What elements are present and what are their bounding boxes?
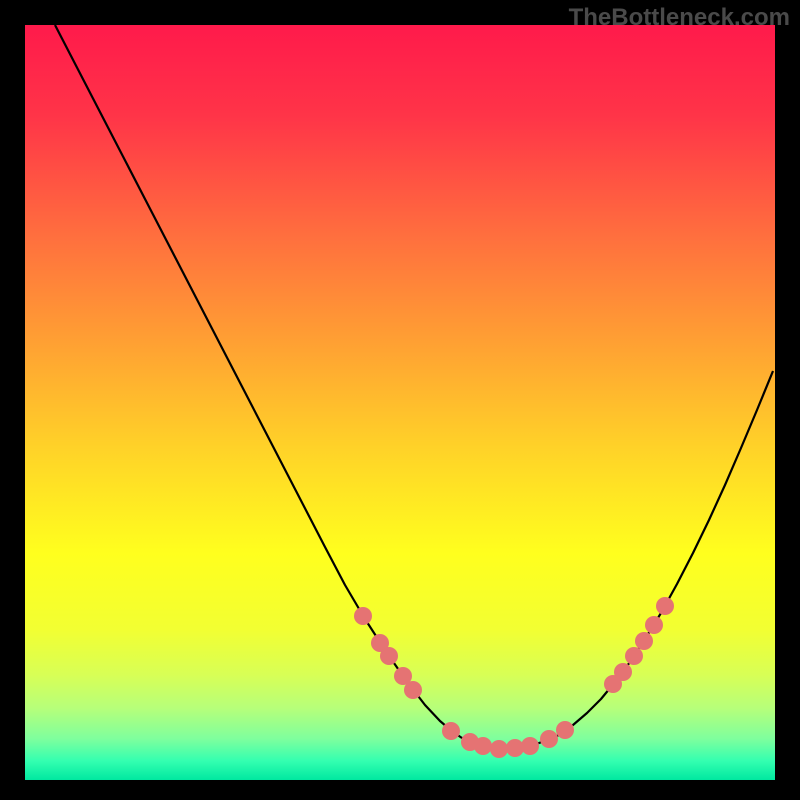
scatter-point	[442, 722, 460, 740]
scatter-point	[656, 597, 674, 615]
scatter-point	[354, 607, 372, 625]
scatter-point	[380, 647, 398, 665]
scatter-point	[635, 632, 653, 650]
scatter-point	[474, 737, 492, 755]
scatter-point	[490, 740, 508, 758]
gradient-background	[25, 25, 775, 780]
scatter-point	[614, 663, 632, 681]
watermark-label: TheBottleneck.com	[569, 4, 790, 32]
scatter-point	[645, 616, 663, 634]
scatter-point	[404, 681, 422, 699]
scatter-point	[521, 737, 539, 755]
plot-svg	[25, 25, 775, 780]
scatter-point	[556, 721, 574, 739]
scatter-point	[540, 730, 558, 748]
plot-area	[25, 25, 775, 780]
chart-frame: TheBottleneck.com	[0, 0, 800, 800]
scatter-point	[625, 647, 643, 665]
